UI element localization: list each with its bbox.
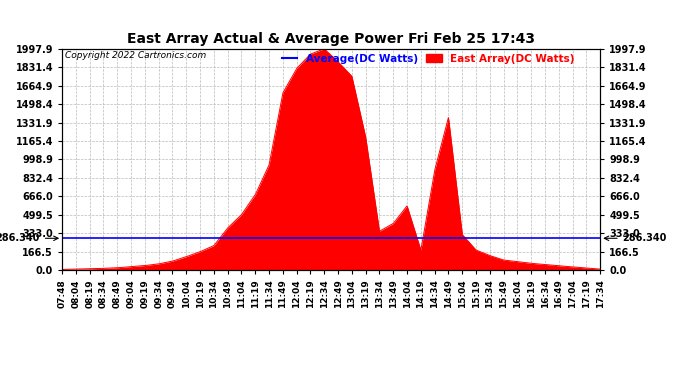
Text: 286.340: 286.340 (0, 233, 58, 243)
Text: 286.340: 286.340 (604, 233, 667, 243)
Legend: Average(DC Watts), East Array(DC Watts): Average(DC Watts), East Array(DC Watts) (282, 54, 575, 64)
Text: Copyright 2022 Cartronics.com: Copyright 2022 Cartronics.com (65, 51, 206, 60)
Title: East Array Actual & Average Power Fri Feb 25 17:43: East Array Actual & Average Power Fri Fe… (127, 32, 535, 46)
